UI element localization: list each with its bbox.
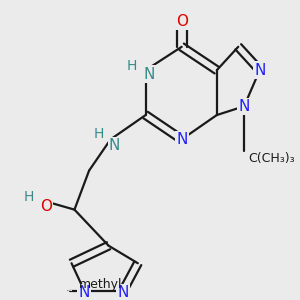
Text: O: O <box>176 14 188 29</box>
Text: methyl: methyl <box>67 290 72 291</box>
Text: H: H <box>94 127 104 141</box>
Text: O: O <box>40 199 52 214</box>
Text: N: N <box>176 132 188 147</box>
Text: N: N <box>238 99 250 114</box>
Text: N: N <box>254 63 266 78</box>
Text: methyl: methyl <box>79 278 123 291</box>
Text: N: N <box>79 285 90 300</box>
Text: N: N <box>109 138 120 153</box>
Text: H: H <box>127 59 137 73</box>
Text: C(CH₃)₃: C(CH₃)₃ <box>248 152 295 165</box>
Text: H: H <box>23 190 34 204</box>
Text: N: N <box>144 67 155 82</box>
Text: N: N <box>118 285 129 300</box>
